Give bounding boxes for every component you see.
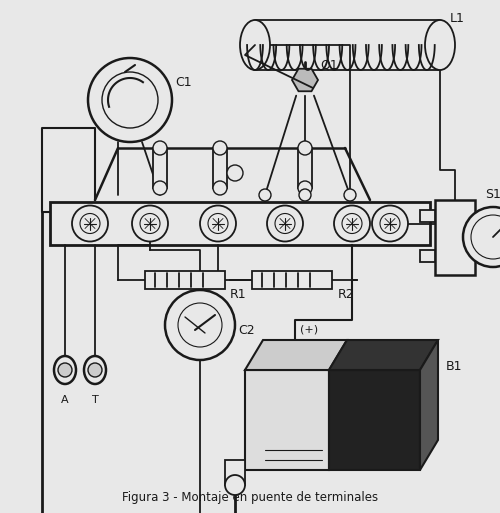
Text: C1: C1 xyxy=(175,75,192,89)
Circle shape xyxy=(58,363,72,377)
Polygon shape xyxy=(329,340,438,370)
Bar xyxy=(420,250,435,262)
Circle shape xyxy=(72,206,108,242)
Ellipse shape xyxy=(425,20,455,70)
Ellipse shape xyxy=(153,141,167,155)
Circle shape xyxy=(267,206,303,242)
Ellipse shape xyxy=(240,20,270,70)
Circle shape xyxy=(88,58,172,142)
Bar xyxy=(420,210,435,222)
Circle shape xyxy=(463,207,500,267)
Circle shape xyxy=(299,189,311,201)
Bar xyxy=(252,271,332,289)
Text: Q1: Q1 xyxy=(320,58,338,71)
Text: (+): (+) xyxy=(300,325,318,335)
Circle shape xyxy=(178,303,222,347)
Text: R2: R2 xyxy=(338,288,354,302)
Circle shape xyxy=(132,206,168,242)
Text: A: A xyxy=(61,395,69,405)
Ellipse shape xyxy=(225,475,245,495)
Text: Figura 3 - Montaje en puente de terminales: Figura 3 - Montaje en puente de terminal… xyxy=(122,491,378,504)
Circle shape xyxy=(102,72,158,128)
Text: T: T xyxy=(92,395,98,405)
Text: B1: B1 xyxy=(446,360,462,373)
Bar xyxy=(153,148,167,188)
Bar xyxy=(50,202,430,245)
Polygon shape xyxy=(292,69,318,91)
Ellipse shape xyxy=(213,181,227,195)
Circle shape xyxy=(200,206,236,242)
Ellipse shape xyxy=(54,356,76,384)
Ellipse shape xyxy=(153,181,167,195)
Circle shape xyxy=(88,363,102,377)
Text: S1: S1 xyxy=(485,188,500,202)
Polygon shape xyxy=(420,340,438,470)
Bar xyxy=(213,148,227,188)
Ellipse shape xyxy=(213,141,227,155)
Text: L1: L1 xyxy=(450,11,465,25)
Ellipse shape xyxy=(298,181,312,195)
Polygon shape xyxy=(329,370,420,470)
Circle shape xyxy=(259,189,271,201)
Ellipse shape xyxy=(298,141,312,155)
Circle shape xyxy=(372,206,408,242)
Circle shape xyxy=(165,290,235,360)
Text: C2: C2 xyxy=(238,324,254,337)
Ellipse shape xyxy=(84,356,106,384)
Circle shape xyxy=(471,215,500,259)
Bar xyxy=(435,200,475,275)
Polygon shape xyxy=(245,370,329,470)
Bar xyxy=(225,460,245,485)
Circle shape xyxy=(227,165,243,181)
Bar xyxy=(145,271,225,289)
Text: R1: R1 xyxy=(230,288,246,302)
Circle shape xyxy=(334,206,370,242)
Bar xyxy=(298,148,312,188)
Circle shape xyxy=(344,189,356,201)
Polygon shape xyxy=(245,340,347,370)
